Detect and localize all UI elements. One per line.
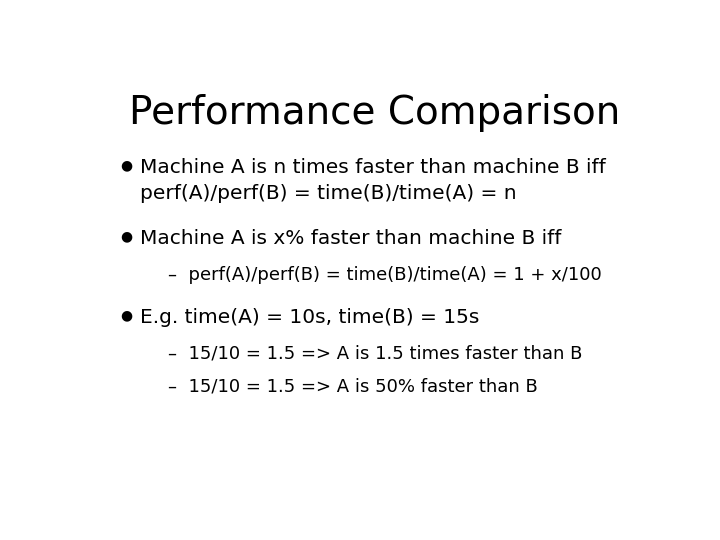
Text: –  15/10 = 1.5 => A is 50% faster than B: – 15/10 = 1.5 => A is 50% faster than B xyxy=(168,377,538,395)
Text: ●: ● xyxy=(121,229,132,243)
Text: E.g. time(A) = 10s, time(B) = 15s: E.g. time(A) = 10s, time(B) = 15s xyxy=(140,308,480,327)
Text: Machine A is n times faster than machine B iff
perf(A)/perf(B) = time(B)/time(A): Machine A is n times faster than machine… xyxy=(140,158,606,203)
Text: Performance Comparison: Performance Comparison xyxy=(129,94,621,132)
Text: ●: ● xyxy=(121,158,132,172)
Text: ●: ● xyxy=(121,308,132,322)
Text: –  perf(A)/perf(B) = time(B)/time(A) = 1 + x/100: – perf(A)/perf(B) = time(B)/time(A) = 1 … xyxy=(168,266,602,285)
Text: Machine A is x% faster than machine B iff: Machine A is x% faster than machine B if… xyxy=(140,229,562,248)
Text: –  15/10 = 1.5 => A is 1.5 times faster than B: – 15/10 = 1.5 => A is 1.5 times faster t… xyxy=(168,344,582,362)
